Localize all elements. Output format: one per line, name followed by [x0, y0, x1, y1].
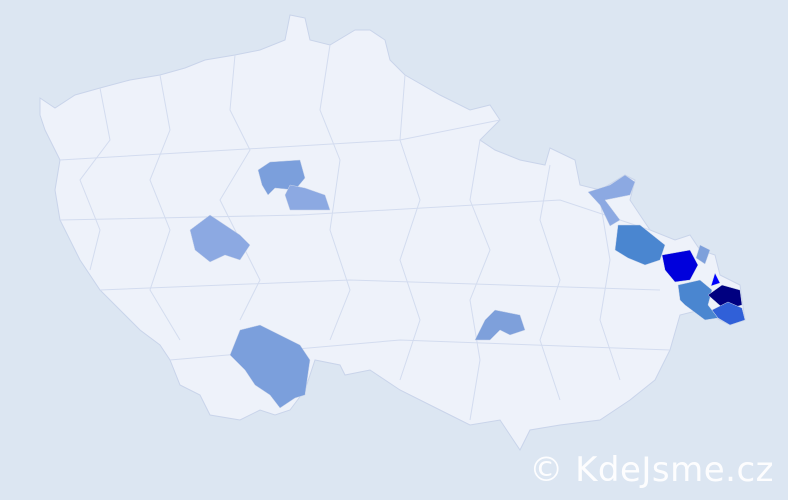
district-2[interactable]: [189, 214, 251, 263]
district-1[interactable]: [284, 184, 331, 211]
district-3[interactable]: [229, 324, 311, 409]
district-12[interactable]: [711, 301, 746, 326]
district-5[interactable]: [587, 174, 636, 227]
district-7[interactable]: [661, 249, 699, 283]
watermark-logo: © KdeJsme.cz: [529, 450, 774, 490]
country-outline: [39, 14, 746, 451]
highlighted-districts: [189, 159, 746, 409]
district-6[interactable]: [614, 224, 666, 266]
district-8[interactable]: [695, 244, 711, 265]
district-10[interactable]: [710, 272, 721, 287]
district-4[interactable]: [474, 309, 526, 341]
